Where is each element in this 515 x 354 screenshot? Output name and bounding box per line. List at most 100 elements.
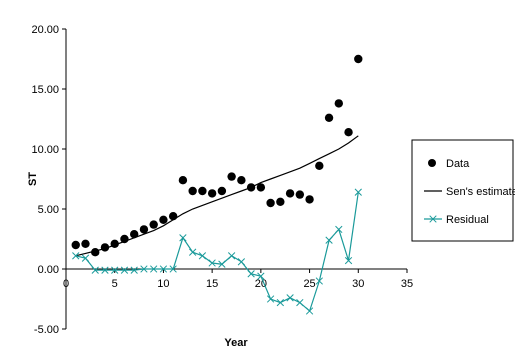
data-point bbox=[149, 220, 158, 229]
residual-marker-stroke bbox=[237, 258, 246, 266]
series-layer bbox=[71, 54, 363, 315]
data-point bbox=[237, 176, 246, 185]
residual-marker-stroke bbox=[325, 236, 333, 244]
x-tick-label: 30 bbox=[352, 278, 364, 290]
data-point bbox=[207, 189, 217, 198]
residual-marker-stroke bbox=[130, 266, 138, 274]
legend-residual-marker bbox=[429, 215, 437, 223]
legend: Data Sen's estimate Residual bbox=[411, 139, 515, 242]
data-point bbox=[100, 243, 110, 252]
data-point bbox=[324, 113, 334, 123]
data-point bbox=[139, 225, 149, 234]
y-axis-title: ST bbox=[27, 172, 39, 186]
residual-marker-stroke bbox=[218, 260, 226, 268]
residual-point bbox=[72, 252, 80, 260]
residual-line bbox=[75, 192, 359, 313]
residual-point bbox=[150, 265, 158, 273]
residual-marker-stroke bbox=[189, 248, 197, 256]
x-tick-label: 0 bbox=[63, 278, 69, 290]
data-point bbox=[130, 230, 139, 239]
x-tick-label: 10 bbox=[157, 278, 169, 290]
data-point bbox=[159, 215, 168, 224]
y-tick-label: 15.00 bbox=[31, 84, 59, 96]
residual-point bbox=[120, 266, 129, 274]
x-tick-label: 15 bbox=[206, 278, 218, 290]
residual-point bbox=[286, 294, 294, 302]
data-point bbox=[71, 240, 80, 250]
data-point bbox=[334, 99, 343, 108]
data-point bbox=[344, 128, 353, 137]
residual-point bbox=[354, 188, 362, 196]
residual-marker-stroke bbox=[266, 295, 275, 303]
residual-marker-stroke bbox=[335, 225, 343, 234]
data-point bbox=[120, 234, 129, 244]
y-tick-label: 0.00 bbox=[38, 264, 59, 276]
y-tick-label: 10.00 bbox=[31, 144, 59, 156]
residual-marker-stroke bbox=[111, 266, 119, 274]
residual-marker-stroke bbox=[140, 265, 148, 273]
data-point bbox=[198, 186, 207, 196]
residual-marker-stroke bbox=[91, 266, 99, 274]
residual-point bbox=[305, 307, 314, 315]
x-tick-label: 25 bbox=[303, 278, 315, 290]
residual-marker-stroke bbox=[120, 266, 129, 274]
axes-layer: -5.00 0.00 5.00 10.00 15.00 20.00 0 5 10 15 20 25 30… bbox=[31, 24, 413, 336]
residual-marker-stroke bbox=[101, 266, 109, 274]
residual-marker-stroke bbox=[296, 298, 304, 307]
x-tick-label: 35 bbox=[401, 278, 413, 290]
residual-point bbox=[247, 270, 255, 278]
residual-marker-stroke bbox=[227, 252, 236, 260]
residual-point bbox=[81, 254, 90, 262]
residual-point bbox=[296, 298, 304, 307]
x-tick-label: 20 bbox=[255, 278, 267, 290]
residual-marker-stroke bbox=[247, 270, 255, 278]
residual-point bbox=[159, 265, 168, 273]
residual-marker-stroke bbox=[257, 272, 265, 280]
residual-point bbox=[130, 266, 138, 274]
y-tick-label: 20.00 bbox=[31, 24, 59, 36]
data-point bbox=[188, 186, 197, 196]
residual-marker-stroke bbox=[344, 256, 353, 265]
legend-label-residual: Residual bbox=[446, 214, 489, 226]
residual-point bbox=[325, 236, 333, 244]
residual-point bbox=[91, 266, 99, 274]
residual-point bbox=[237, 258, 246, 266]
data-point bbox=[246, 183, 256, 192]
y-tick-label: -5.00 bbox=[34, 324, 59, 336]
residual-marker-stroke bbox=[315, 277, 323, 285]
legend-label-data: Data bbox=[446, 158, 470, 170]
residual-marker-stroke bbox=[169, 265, 177, 273]
data-point bbox=[256, 183, 266, 192]
data-point bbox=[168, 212, 178, 221]
residual-marker-stroke bbox=[429, 215, 437, 223]
residual-point bbox=[208, 259, 216, 267]
residual-marker-stroke bbox=[286, 294, 294, 302]
data-point bbox=[305, 195, 314, 204]
residual-point bbox=[189, 248, 197, 256]
data-point bbox=[178, 176, 188, 185]
residual-point bbox=[257, 272, 265, 280]
residual-point bbox=[276, 298, 284, 307]
residual-point bbox=[335, 225, 343, 234]
x-tick-label: 5 bbox=[112, 278, 118, 290]
residual-point bbox=[266, 295, 275, 303]
data-point bbox=[91, 248, 100, 257]
residual-point bbox=[315, 277, 323, 285]
data-point bbox=[266, 198, 275, 208]
residual-point bbox=[111, 266, 119, 274]
residual-point bbox=[218, 260, 226, 268]
data-point bbox=[110, 239, 119, 248]
data-point bbox=[315, 161, 324, 170]
residual-marker-stroke bbox=[276, 298, 284, 307]
residual-marker-stroke bbox=[208, 259, 216, 267]
residual-marker-stroke bbox=[179, 234, 187, 242]
residual-marker-stroke bbox=[159, 265, 168, 273]
residual-point bbox=[179, 234, 187, 242]
data-point bbox=[217, 186, 227, 196]
data-point bbox=[276, 197, 285, 206]
residual-marker-stroke bbox=[305, 307, 314, 315]
residual-point bbox=[140, 265, 148, 273]
x-axis-title: Year bbox=[224, 337, 248, 349]
data-point bbox=[295, 190, 305, 199]
